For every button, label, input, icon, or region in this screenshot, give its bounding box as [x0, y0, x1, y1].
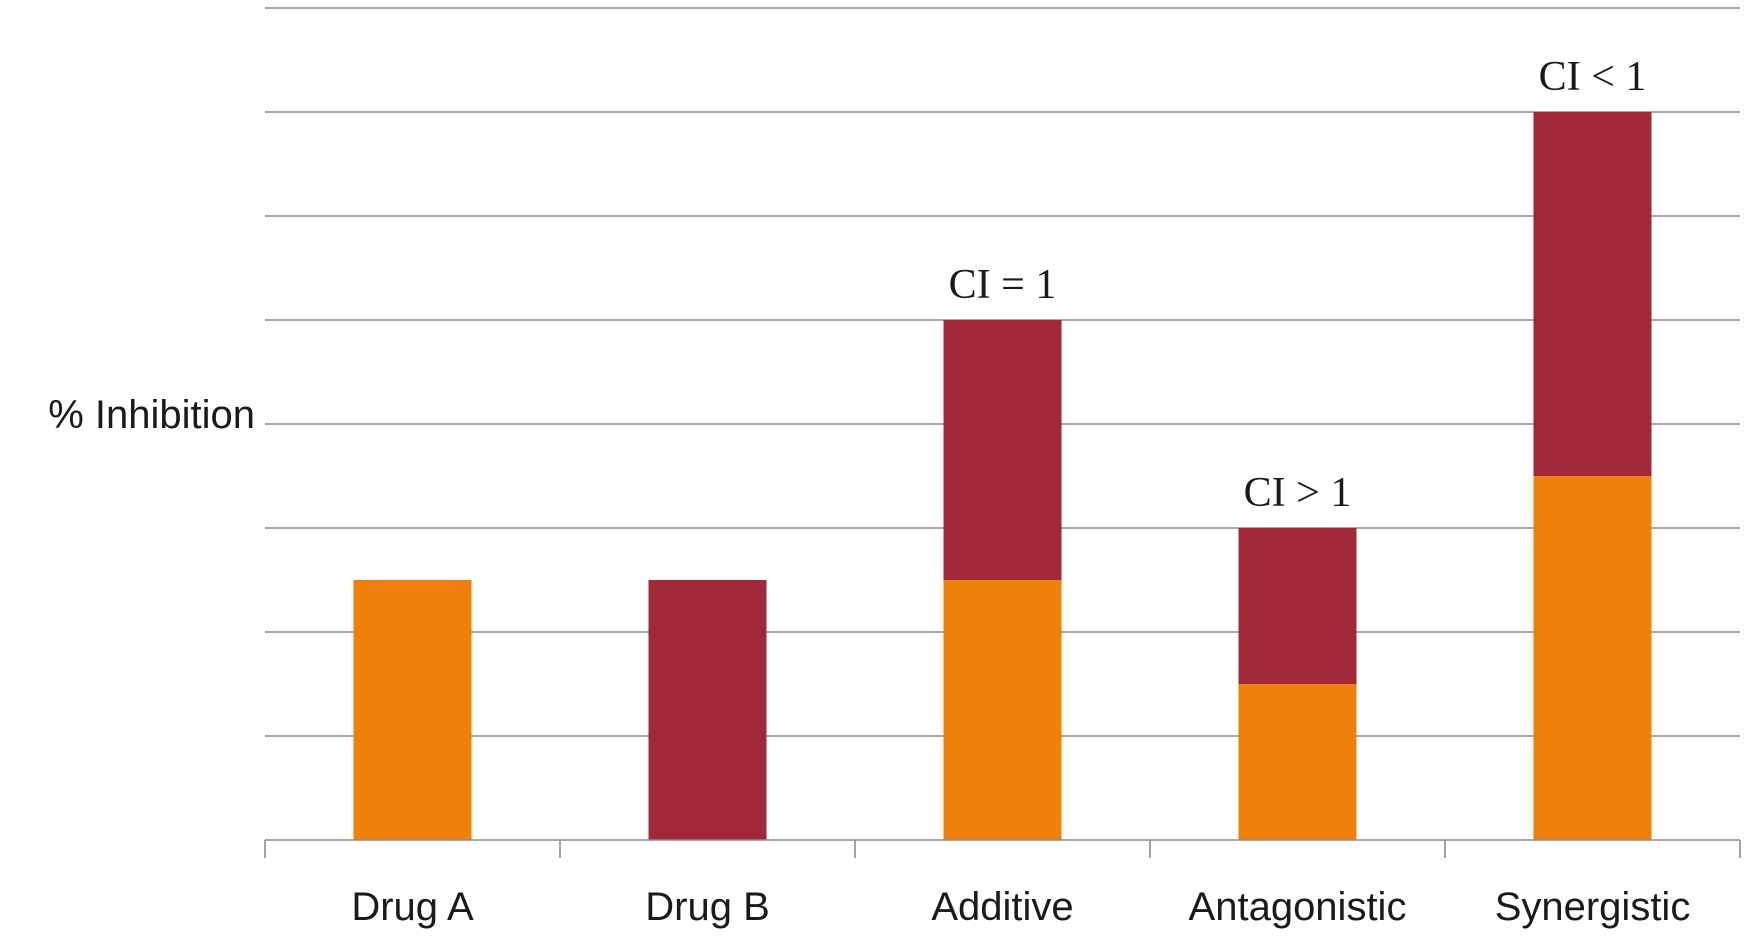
bar-annotations: CI = 1 CI > 1 CI < 1	[949, 54, 1647, 516]
y-axis-title: % Inhibition	[48, 393, 255, 437]
x-axis	[264, 839, 1741, 858]
bar-segment-2-4	[1533, 112, 1652, 476]
bar-annotation: CI < 1	[1539, 54, 1647, 100]
bar-segment-2-3	[1238, 528, 1357, 684]
bars	[353, 112, 1652, 840]
bar-segment-2-1	[648, 580, 767, 840]
x-tick-label: Synergistic	[1495, 885, 1691, 929]
bar-segment-1-3	[1238, 684, 1357, 840]
bar-segment-1-2	[943, 580, 1062, 840]
x-tick-label: Additive	[931, 885, 1073, 929]
bar-annotation: CI = 1	[949, 262, 1057, 308]
x-tick-label: Drug B	[645, 885, 770, 929]
bar-segment-1-4	[1533, 476, 1652, 840]
x-tick-label: Drug A	[351, 885, 474, 929]
category-labels: Drug A Drug B Additive Antagonistic Synergis…	[351, 885, 1690, 929]
bar-annotation: CI > 1	[1244, 470, 1352, 516]
bar-segment-2-2	[943, 320, 1062, 580]
x-tick-label: Antagonistic	[1189, 885, 1407, 929]
bar-segment-1-0	[353, 580, 472, 840]
